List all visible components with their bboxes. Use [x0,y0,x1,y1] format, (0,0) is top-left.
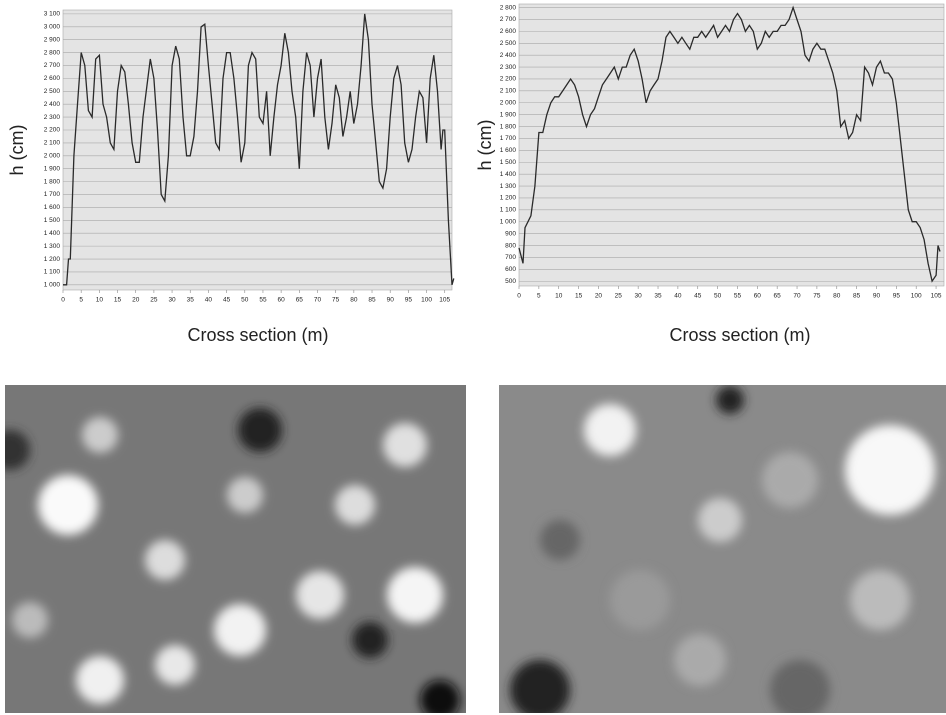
x-tick-label: 25 [615,293,623,300]
y-tick-label: 2 000 [500,99,517,106]
x-tick-label: 60 [754,293,762,300]
y-tick-label: 1 500 [44,217,61,224]
x-tick-label: 95 [405,297,413,304]
y-tick-label: 2 300 [44,114,61,121]
x-tick-label: 40 [674,293,682,300]
y-tick-label: 1 700 [500,135,517,142]
y-axis-label: h (cm) [475,120,495,171]
x-tick-label: 20 [595,293,603,300]
x-tick-label: 50 [241,297,249,304]
x-tick-label: 55 [734,293,742,300]
x-tick-label: 5 [79,297,83,304]
x-tick-label: 10 [555,293,563,300]
y-tick-label: 1 400 [500,171,517,178]
y-tick-label: 2 900 [44,36,61,43]
x-tick-label: 20 [132,297,140,304]
y-tick-label: 1 000 [44,282,61,289]
y-tick-label: 800 [505,242,516,249]
y-tick-label: 1 200 [44,256,61,263]
y-tick-label: 2 600 [500,28,517,35]
y-tick-label: 3 000 [44,23,61,30]
y-tick-label: 1 800 [500,123,517,130]
x-tick-label: 85 [853,293,861,300]
y-tick-label: 2 100 [44,140,61,147]
y-tick-label: 2 800 [44,49,61,56]
y-tick-label: 2 500 [500,40,517,47]
x-axis-label: Cross section (m) [669,325,810,345]
y-tick-label: 1 600 [500,147,517,154]
x-tick-label: 100 [911,293,922,300]
y-tick-label: 2 100 [500,88,517,95]
y-tick-label: 1 500 [500,159,517,166]
y-tick-label: 2 200 [44,127,61,134]
x-tick-label: 0 [517,293,521,300]
plot-area [519,4,944,286]
y-tick-label: 1 100 [500,207,517,214]
y-tick-label: 1 900 [500,111,517,118]
x-tick-label: 90 [873,293,881,300]
x-tick-label: 15 [114,297,122,304]
x-tick-label: 0 [61,297,65,304]
y-tick-label: 1 200 [500,195,517,202]
x-tick-label: 70 [793,293,801,300]
x-tick-label: 65 [774,293,782,300]
canopy-image-right [499,385,946,715]
x-tick-label: 105 [439,297,450,304]
y-tick-label: 500 [505,278,516,285]
y-tick-label: 1 600 [44,204,61,211]
x-tick-label: 55 [259,297,267,304]
x-tick-label: 75 [332,297,340,304]
y-tick-label: 2 700 [500,16,517,23]
x-tick-label: 35 [654,293,662,300]
x-tick-label: 30 [635,293,643,300]
y-tick-label: 2 200 [500,76,517,83]
y-tick-label: 600 [505,266,516,273]
y-tick-label: 2 300 [500,64,517,71]
y-tick-label: 1 300 [44,243,61,250]
x-tick-label: 5 [537,293,541,300]
x-tick-label: 10 [96,297,104,304]
y-tick-label: 1 800 [44,178,61,185]
y-tick-label: 2 500 [44,88,61,95]
y-tick-label: 1 900 [44,165,61,172]
x-tick-label: 80 [350,297,358,304]
x-tick-label: 70 [314,297,322,304]
x-tick-label: 60 [278,297,286,304]
y-tick-label: 2 700 [44,62,61,69]
y-tick-label: 700 [505,254,516,261]
y-tick-label: 2 400 [500,52,517,59]
x-tick-label: 25 [150,297,158,304]
x-tick-label: 85 [368,297,376,304]
y-tick-label: 1 300 [500,183,517,190]
x-tick-label: 105 [931,293,942,300]
x-tick-label: 30 [168,297,176,304]
x-axis-label: Cross section (m) [187,325,328,345]
y-axis-label: h (cm) [7,125,27,176]
y-tick-label: 1 000 [500,218,517,225]
x-tick-label: 50 [714,293,722,300]
y-tick-label: 2 400 [44,101,61,108]
x-tick-label: 100 [421,297,432,304]
y-tick-label: 2 000 [44,153,61,160]
y-tick-label: 3 100 [44,11,61,18]
x-tick-label: 45 [223,297,231,304]
y-tick-label: 1 700 [44,191,61,198]
x-tick-label: 15 [575,293,583,300]
y-tick-label: 1 100 [44,269,61,276]
x-tick-label: 80 [833,293,841,300]
y-tick-label: 1 400 [44,230,61,237]
plot-area [63,10,452,290]
y-tick-label: 2 600 [44,75,61,82]
canopy-image-left [0,385,466,715]
y-tick-label: 900 [505,230,516,237]
x-tick-label: 95 [893,293,901,300]
y-tick-label: 2 800 [500,4,517,11]
x-tick-label: 45 [694,293,702,300]
x-tick-label: 65 [296,297,304,304]
figure: 1 000 1 100 1 200 1 300 1 400 1 500 1 600 1 700… [0,0,946,715]
x-tick-label: 75 [813,293,821,300]
x-tick-label: 90 [387,297,395,304]
x-tick-label: 35 [187,297,195,304]
x-tick-label: 40 [205,297,213,304]
